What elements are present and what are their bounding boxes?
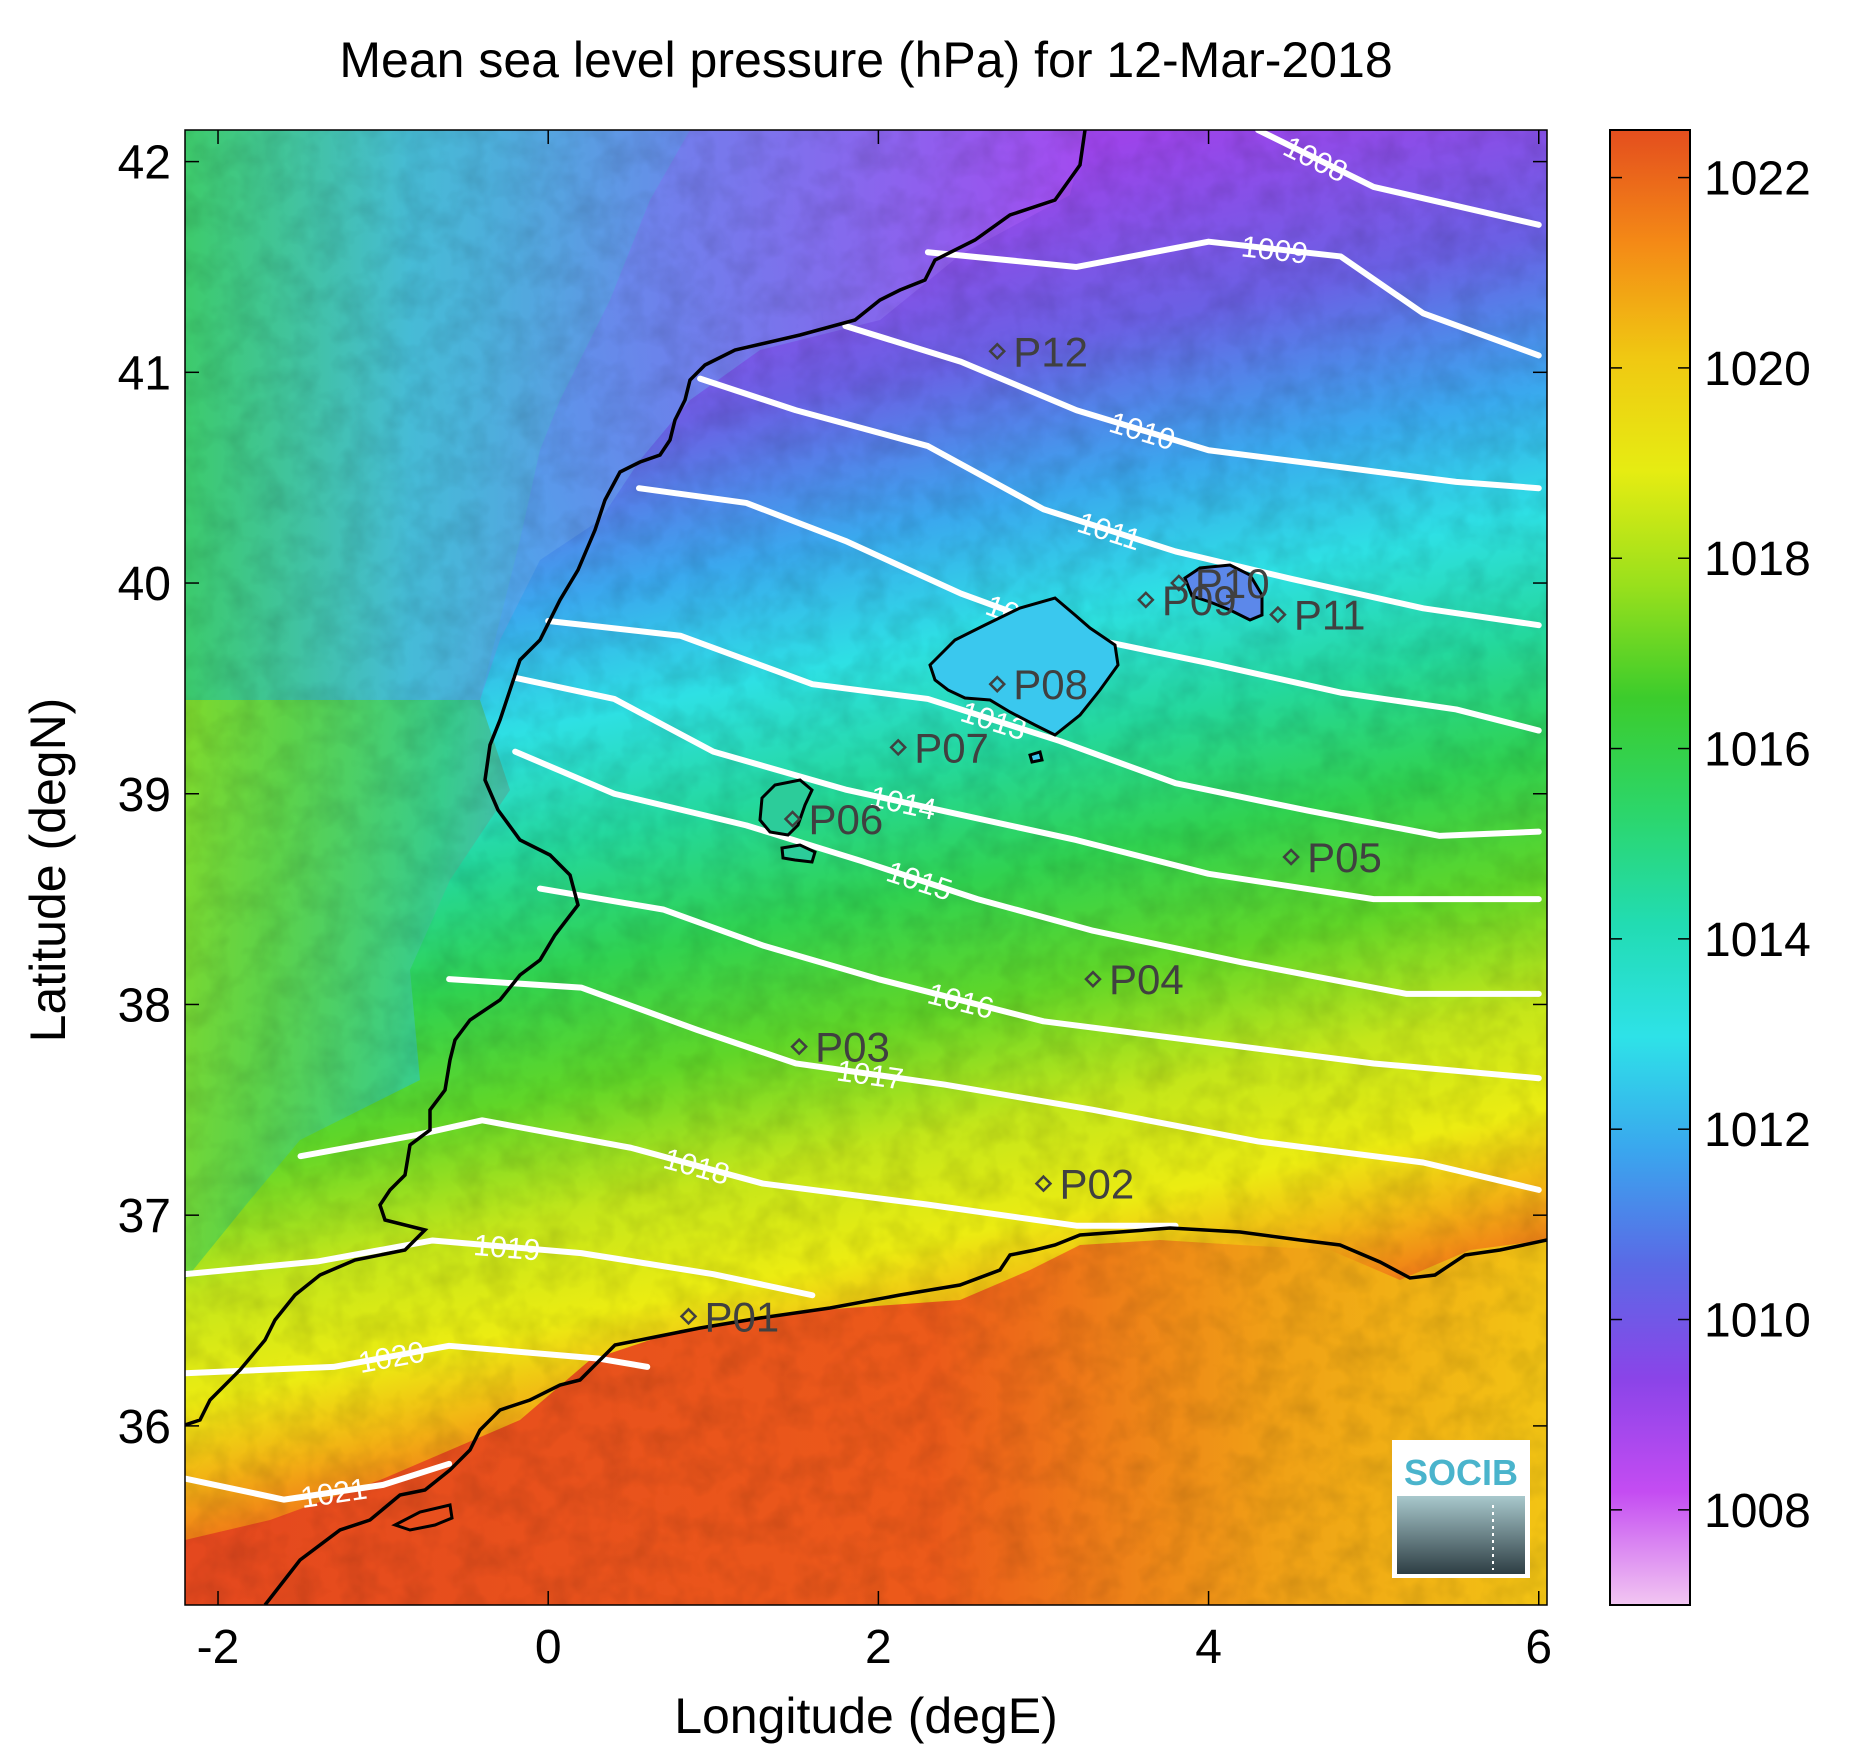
y-axis: 36 37 38 39 40 41 42 (118, 137, 1547, 1454)
isobar-line (842, 322, 1542, 492)
y-axis-label: Latitude (degN) (20, 698, 76, 1043)
y-tick-label: 36 (118, 1401, 171, 1454)
socib-logo-text: SOCIB (1404, 1452, 1518, 1493)
menorca-island (1183, 563, 1264, 622)
station-marker (790, 1037, 808, 1056)
y-tick-label: 38 (118, 979, 171, 1032)
x-axis-label: Longitude (degE) (674, 1688, 1058, 1744)
station-marker (1170, 574, 1188, 592)
isobar-label-group: 1009 (1239, 230, 1309, 270)
colorbar-tick-label: 1012 (1704, 1104, 1811, 1157)
isobar-label-group: 1019 (472, 1229, 541, 1268)
x-tick-label: 6 (1525, 1621, 1552, 1674)
station-marker (1084, 970, 1102, 988)
colorbar-scale (1609, 129, 1691, 1606)
colorbar-ticks: 1008 1010 1012 1014 1016 1018 1020 1022 (1610, 153, 1811, 1538)
colorbar-tick-label: 1020 (1704, 343, 1811, 396)
station-marker (679, 1307, 698, 1326)
x-tick-label: -2 (197, 1621, 240, 1674)
isobar-line (185, 1342, 651, 1377)
colorbar-tick-label: 1016 (1704, 724, 1811, 777)
station-label: P08 (1013, 661, 1088, 708)
chart-title: Mean sea level pressure (hPa) for 12-Mar… (339, 32, 1392, 88)
colorbar: 1008 1010 1012 1014 1016 1018 1020 1022 (1609, 129, 1811, 1606)
station-marker (783, 810, 802, 828)
y-tick-label: 39 (118, 769, 171, 822)
alboran-island (391, 1503, 454, 1532)
colorbar-tick-label: 1010 (1704, 1295, 1811, 1348)
coastline-africa (263, 1226, 1547, 1605)
colorbar-tick-label: 1018 (1704, 533, 1811, 586)
colorbar-tick-label: 1008 (1704, 1485, 1811, 1538)
station-label: P12 (1013, 328, 1088, 375)
mallorca-island (928, 596, 1120, 737)
station-marker (1282, 848, 1300, 866)
station-marker (988, 342, 1007, 361)
x-tick-label: 2 (865, 1621, 892, 1674)
formentera-island (780, 843, 817, 864)
station-label: P06 (809, 796, 884, 843)
isobar-line (536, 885, 1542, 1082)
station-label: P01 (705, 1293, 780, 1340)
isobar-line (1255, 130, 1542, 228)
station-label: P05 (1307, 834, 1382, 881)
isobar-line (185, 1237, 816, 1299)
x-tick-label: 0 (535, 1621, 562, 1674)
isobar-line (545, 617, 1542, 839)
colorbar-tick-label: 1022 (1704, 153, 1811, 206)
station-marker (1269, 605, 1287, 624)
station-label: P03 (815, 1024, 890, 1071)
colorbar-tick-label: 1014 (1704, 914, 1811, 967)
isobar-line (185, 1460, 453, 1503)
station-marker (889, 738, 907, 757)
y-tick-label: 40 (118, 558, 171, 611)
coastline (185, 130, 1087, 1427)
x-tick-label: 4 (1195, 1621, 1222, 1674)
plot-frame (184, 129, 1548, 1606)
station-marker (1034, 1174, 1053, 1193)
isobar-line (512, 748, 1542, 997)
station-label: P02 (1059, 1161, 1134, 1208)
station-label: P07 (914, 724, 989, 771)
isobar-line (697, 375, 1542, 629)
socib-logo: SOCIB (1392, 1440, 1530, 1578)
station-label: P10 (1195, 560, 1270, 607)
station-marker (988, 675, 1007, 693)
cabrera-island (1028, 750, 1044, 764)
station-marker (1137, 591, 1155, 609)
x-axis: -2 0 2 4 6 (197, 130, 1552, 1674)
isobar-line (924, 238, 1542, 359)
isobar-label: 1009 (1239, 230, 1309, 270)
isobar-line (446, 976, 1542, 1193)
station-label: P04 (1109, 956, 1184, 1003)
y-tick-label: 41 (118, 347, 171, 400)
map-plot-area: 1008100910101011101210131014101510161017… (185, 130, 1547, 1605)
y-tick-label: 42 (118, 137, 171, 190)
isobar-label: 1019 (472, 1229, 541, 1268)
y-tick-label: 37 (118, 1190, 171, 1243)
station-label: P11 (1294, 592, 1366, 639)
isobar-line (512, 674, 1542, 903)
